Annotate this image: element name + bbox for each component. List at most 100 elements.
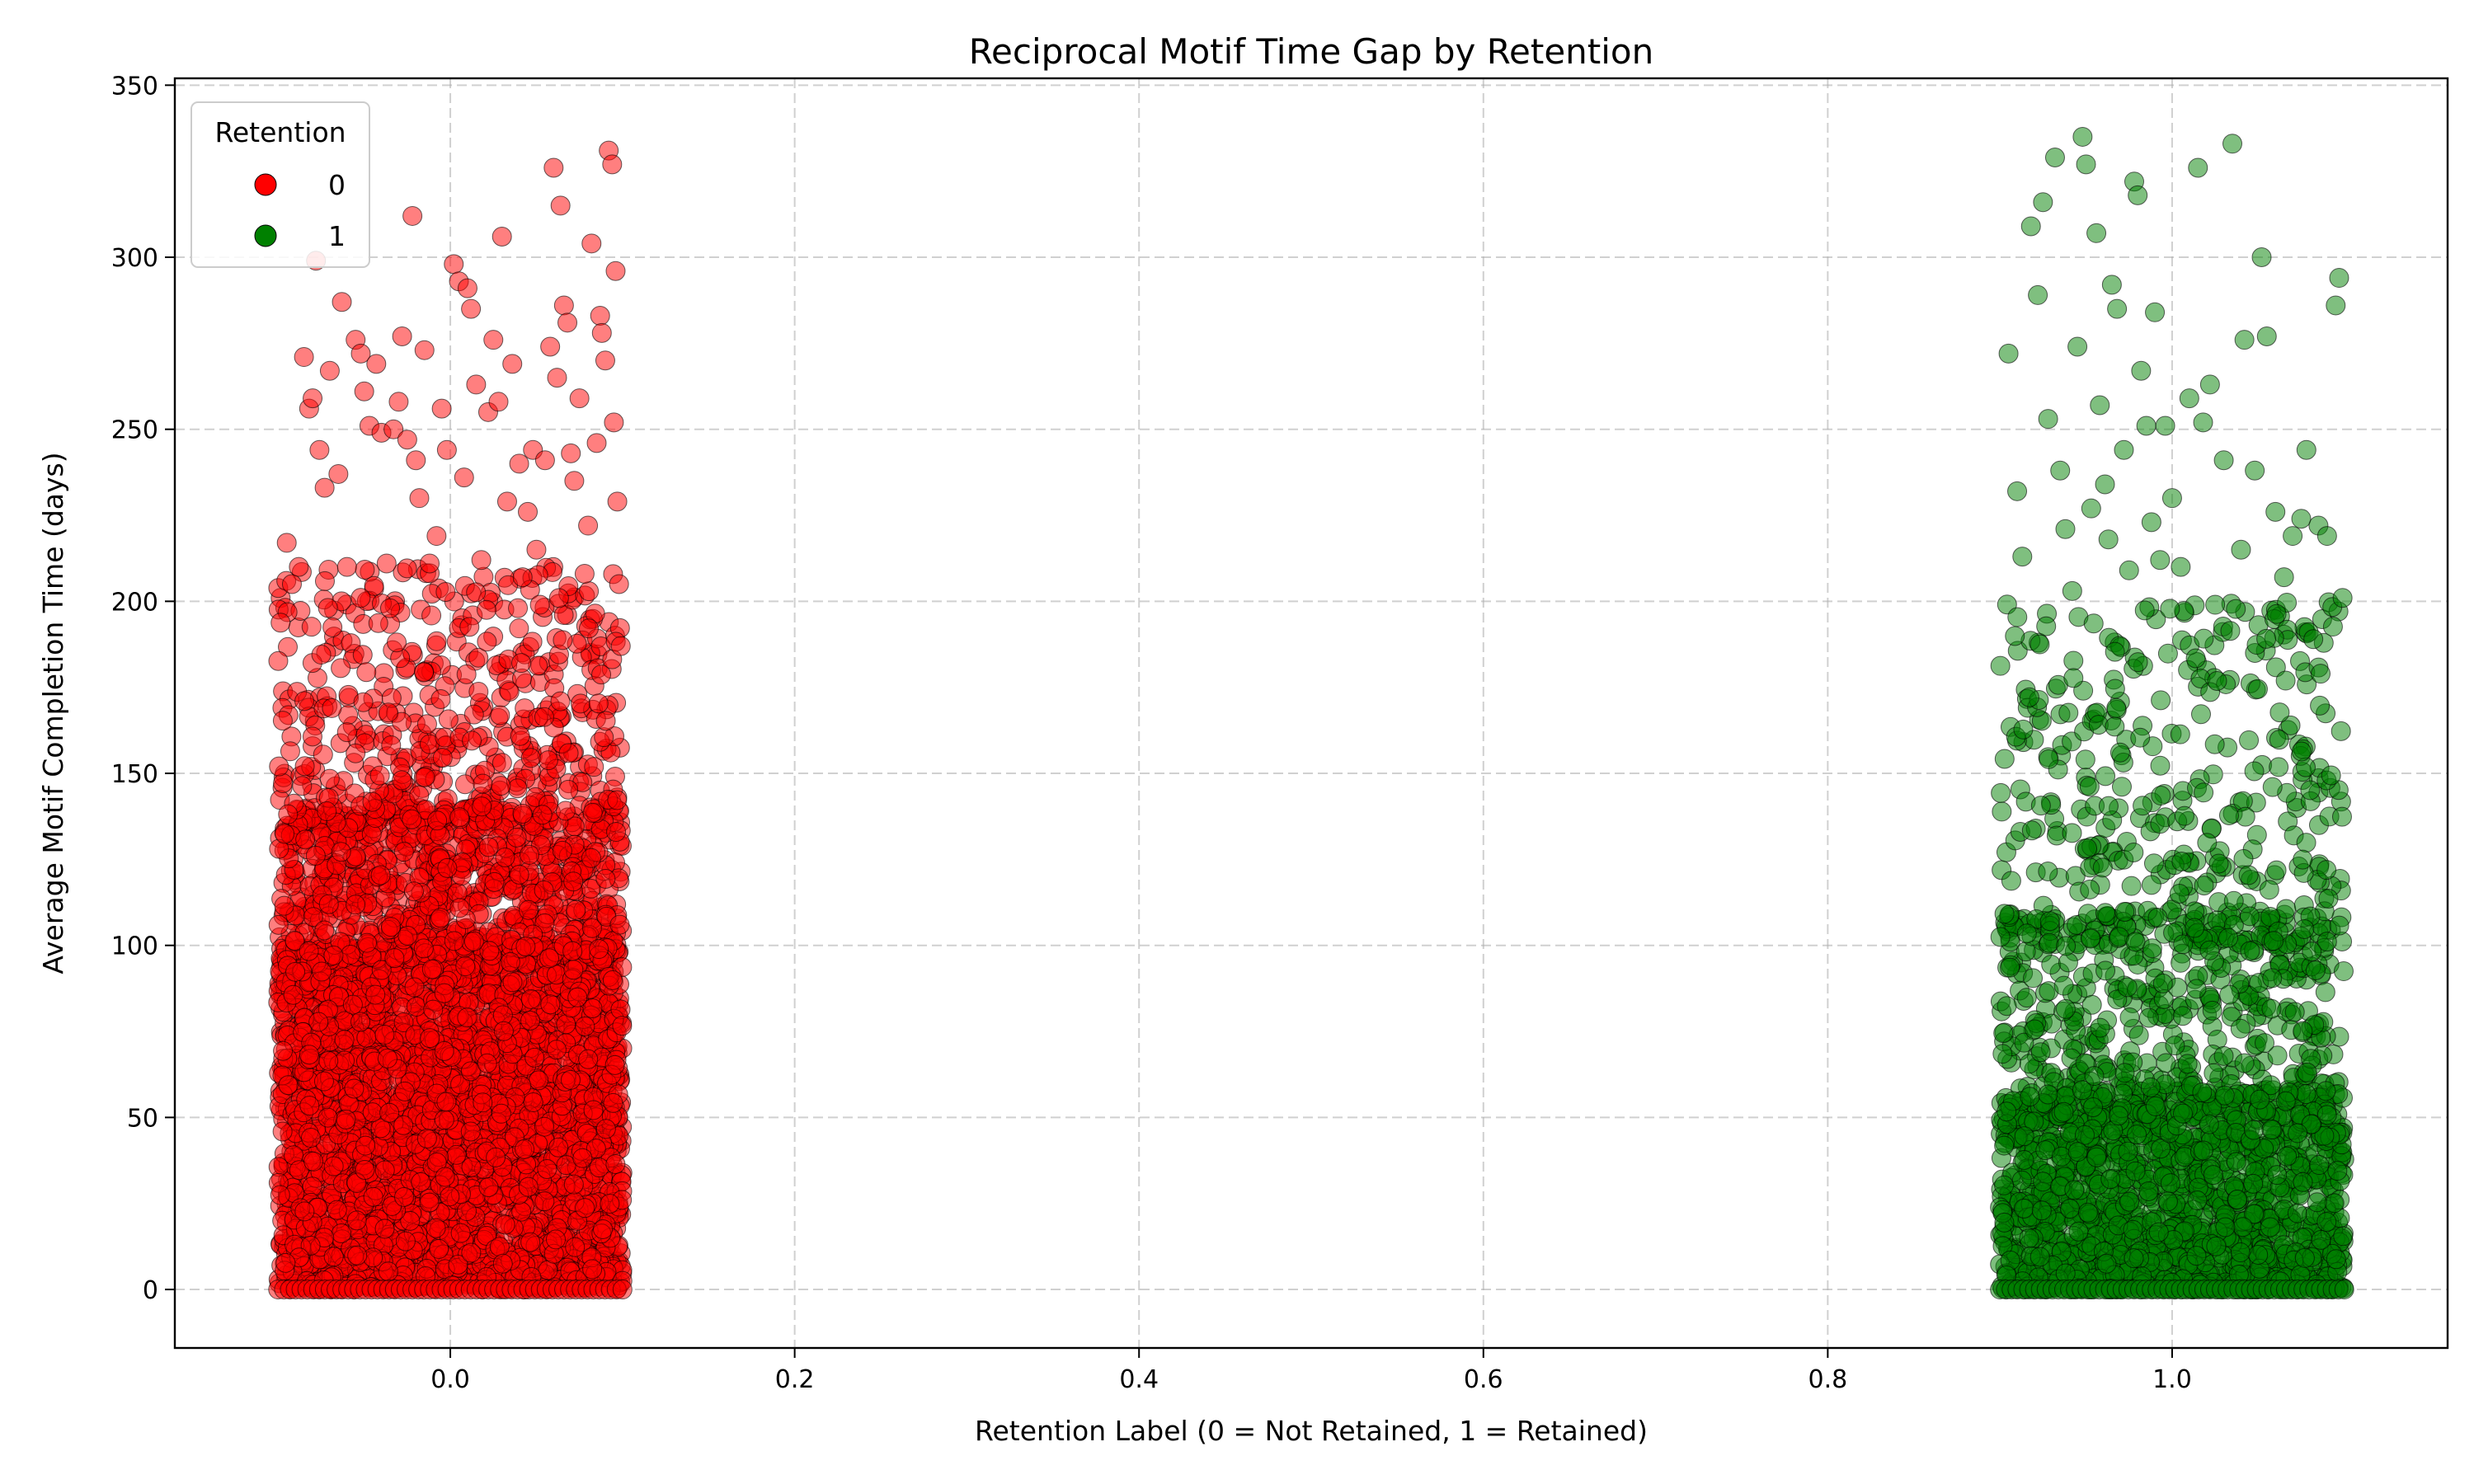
data-point [435,582,456,603]
data-point [356,662,377,683]
data-point [550,691,571,711]
data-point [355,559,375,580]
data-point [421,605,442,626]
data-point [472,796,492,817]
data-point [397,558,417,579]
data-point [538,750,558,771]
data-point [416,714,437,735]
data-point [294,691,315,711]
data-point [506,827,527,848]
data-point [484,871,505,892]
data-point [299,941,319,961]
data-point [414,662,435,683]
data-point [490,705,510,726]
data-point [374,1160,395,1181]
data-point [595,1119,616,1139]
data-point [584,757,604,777]
data-point [555,801,576,821]
data-point [370,865,391,885]
data-point [548,588,569,608]
data-point [283,984,303,1005]
data-point [331,658,351,679]
data-point [552,840,572,861]
data-point [322,617,343,637]
data-point [581,848,601,868]
data-point [570,693,590,714]
data-point [565,1237,586,1257]
data-point [492,753,512,773]
data-point [270,613,291,633]
data-point [509,864,529,885]
data-point [350,1012,370,1032]
data-point [413,938,434,959]
data-point [334,1030,355,1050]
data-point [603,1092,623,1113]
data-point [294,756,315,777]
data-point [393,842,414,862]
data-point [355,1159,375,1180]
data-point [528,655,548,676]
data-point [604,1054,625,1075]
data-point [272,711,293,731]
data-point [461,1157,482,1177]
data-point [350,588,371,608]
chart-title: Reciprocal Motif Time Gap by Retention [969,31,1653,72]
data-point [322,697,342,718]
data-point [278,1075,299,1096]
data-point [511,1201,532,1222]
data-point [268,914,289,935]
data-point [285,961,306,982]
data-point [518,899,539,920]
data-point [589,939,609,960]
data-point [509,618,529,639]
data-point [311,645,332,665]
data-point [272,1121,293,1142]
data-point [548,1137,569,1158]
data-point [397,925,418,946]
data-point [519,844,539,865]
data-point [355,1135,376,1156]
data-point [438,709,459,730]
data-point [353,692,374,712]
data-point [508,598,529,618]
data-point [454,774,475,795]
data-point [387,632,407,653]
data-point [476,599,496,620]
data-point [268,650,289,671]
data-point [352,645,373,665]
data-point [575,1016,595,1036]
data-point [427,810,448,831]
data-point [512,803,533,824]
data-point [406,996,426,1017]
data-point [403,881,424,902]
data-point [606,822,627,843]
data-points [268,126,2354,1300]
data-point [477,632,497,652]
data-point [612,1016,633,1036]
data-point [578,1049,599,1069]
data-point [553,630,573,650]
data-point [449,898,470,918]
data-point [511,653,532,674]
data-point [426,1218,446,1238]
data-point [520,1232,541,1252]
data-point [314,920,335,941]
data-point [302,726,322,747]
data-point [468,682,489,702]
data-point [317,1107,338,1128]
data-point [610,999,631,1020]
series-0 [268,140,633,1300]
data-point [384,948,405,969]
data-point [299,1045,319,1065]
data-point [430,688,451,709]
data-point [432,748,453,768]
data-point [556,1014,576,1035]
data-point [314,571,335,591]
data-point [462,730,482,751]
data-point [558,743,579,763]
data-point [336,722,357,743]
data-point [323,1156,344,1176]
data-point [595,869,616,890]
data-point [459,617,480,637]
